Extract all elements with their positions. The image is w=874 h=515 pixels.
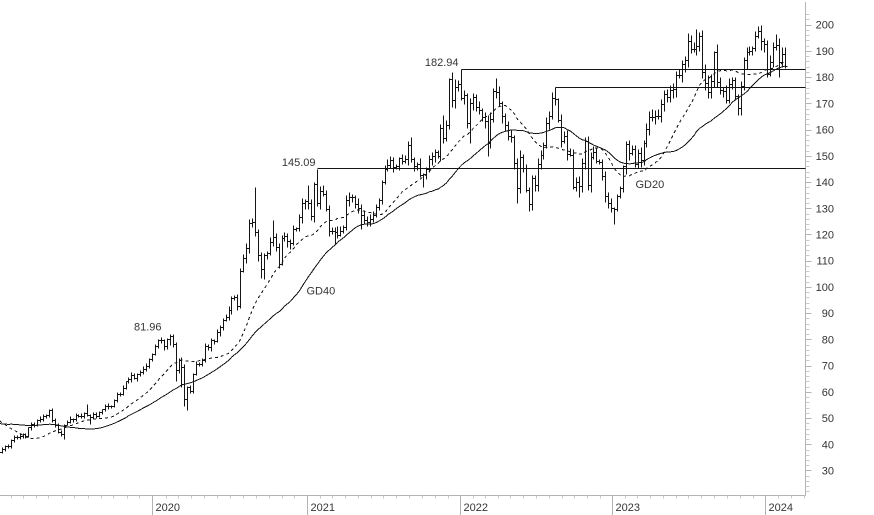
svg-text:2020: 2020	[156, 502, 180, 514]
svg-text:140: 140	[816, 177, 834, 189]
svg-text:160: 160	[816, 125, 834, 137]
svg-text:100: 100	[816, 282, 834, 294]
svg-text:190: 190	[816, 46, 834, 58]
svg-text:81.96: 81.96	[134, 322, 162, 334]
svg-text:GD20: GD20	[636, 179, 665, 191]
svg-text:70: 70	[822, 361, 834, 373]
svg-text:170: 170	[816, 98, 834, 110]
svg-text:180: 180	[816, 72, 834, 84]
svg-text:GD40: GD40	[307, 286, 336, 298]
svg-text:60: 60	[822, 387, 834, 399]
svg-text:130: 130	[816, 203, 834, 215]
svg-text:2024: 2024	[769, 502, 793, 514]
svg-text:30: 30	[822, 466, 834, 478]
svg-text:2023: 2023	[616, 502, 640, 514]
svg-text:2022: 2022	[464, 502, 488, 514]
svg-text:50: 50	[822, 413, 834, 425]
svg-text:120: 120	[816, 230, 834, 242]
svg-text:80: 80	[822, 334, 834, 346]
svg-text:150: 150	[816, 151, 834, 163]
svg-text:145.09: 145.09	[282, 157, 316, 169]
svg-text:200: 200	[816, 20, 834, 32]
svg-text:40: 40	[822, 439, 834, 451]
svg-text:2021: 2021	[311, 502, 335, 514]
svg-text:182.94: 182.94	[425, 57, 459, 69]
svg-text:110: 110	[816, 256, 834, 268]
svg-text:90: 90	[822, 308, 834, 320]
